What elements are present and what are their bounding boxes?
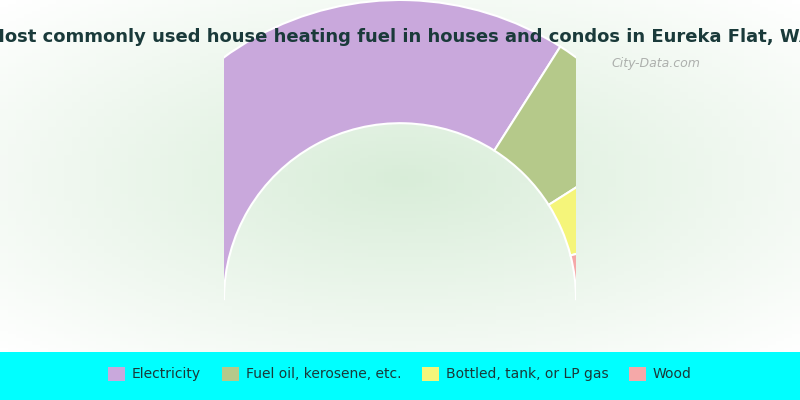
Wedge shape [101,0,560,299]
Text: Most commonly used house heating fuel in houses and condos in Eureka Flat, WA: Most commonly used house heating fuel in… [0,28,800,46]
Wedge shape [494,46,653,205]
Wedge shape [549,139,690,256]
Wedge shape [570,225,699,299]
Legend: Electricity, Fuel oil, kerosene, etc., Bottled, tank, or LP gas, Wood: Electricity, Fuel oil, kerosene, etc., B… [103,361,697,387]
Text: City-Data.com: City-Data.com [611,57,701,70]
